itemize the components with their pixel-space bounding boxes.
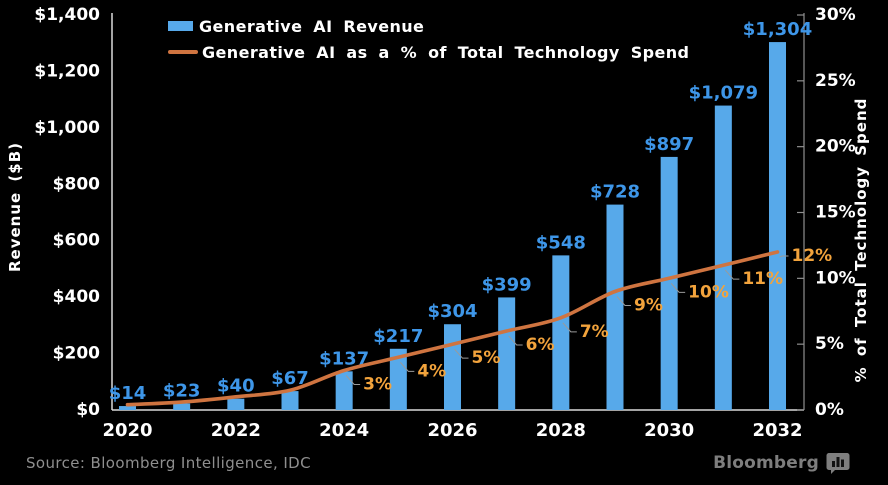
- percent-line: [125, 250, 780, 407]
- bar-2022: [227, 398, 245, 410]
- bloomberg-logo: Bloomberg: [713, 452, 850, 474]
- pct-label-connector-2031: [724, 269, 740, 280]
- bar-value-label-2029: $728: [590, 182, 640, 203]
- right-axis-tick-label: 30%: [815, 5, 856, 25]
- left-axis-tick-label: $600: [53, 231, 100, 251]
- x-axis-tick-label: 2024: [319, 420, 369, 441]
- bar-2021: [173, 403, 191, 410]
- left-axis-tick-label: $200: [53, 344, 100, 364]
- pct-label-2031: 11%: [742, 269, 783, 289]
- x-axis-tick-label: 2022: [211, 420, 261, 441]
- bar-value-label-2028: $548: [536, 232, 586, 253]
- bar-value-label-2027: $399: [482, 274, 532, 295]
- x-axis-tick-label: 2030: [644, 420, 694, 441]
- bar-value-label-2030: $897: [644, 134, 694, 155]
- pct-label-connector-2028: [562, 322, 577, 333]
- pct-label-2028: 7%: [580, 322, 609, 342]
- legend: Generative AI Revenue Generative AI as a…: [168, 13, 689, 65]
- bar-2028: [552, 255, 570, 410]
- bar-series-swatch: [168, 21, 193, 31]
- right-axis-tick-label: 0%: [815, 400, 844, 420]
- bar-2029: [606, 204, 624, 410]
- legend-label-revenue: Generative AI Revenue: [199, 16, 425, 36]
- bar-2020: [119, 406, 136, 410]
- bar-value-label-2032: $1,304: [743, 19, 812, 40]
- bar-2026: [444, 324, 461, 410]
- pct-label-connector-2026: [454, 348, 469, 359]
- pct-label-connector-2027: [508, 335, 523, 346]
- bar-2031: [714, 105, 732, 410]
- bar-value-label-2020: $14: [109, 383, 147, 404]
- x-axis-tick-label: 2020: [102, 420, 152, 441]
- x-axis-tick-label: 2028: [536, 420, 586, 441]
- left-axis-title: Revenue ($B): [6, 141, 24, 273]
- left-axis-tick-label: $1,000: [34, 118, 100, 138]
- bar-2027: [498, 297, 516, 410]
- x-axis-tick-label: 2026: [427, 420, 477, 441]
- bar-2030: [660, 156, 678, 410]
- right-axis-title: % of Total Technology Spend: [852, 97, 870, 383]
- left-axis-tick-label: $1,200: [34, 61, 100, 81]
- bar-2023: [281, 391, 299, 410]
- bloomberg-wordmark: Bloomberg: [713, 453, 819, 473]
- bar-value-label-2026: $304: [427, 301, 477, 322]
- pct-label-connector-2032: [779, 255, 789, 258]
- right-axis-tick-label: 5%: [815, 334, 844, 354]
- legend-item-percent: Generative AI as a % of Total Technology…: [168, 39, 689, 65]
- x-axis-tick-label: 2032: [752, 420, 802, 441]
- bar-value-label-2031: $1,079: [689, 83, 758, 104]
- bar-value-label-2022: $40: [217, 376, 255, 397]
- pct-label-2024: 3%: [363, 375, 392, 395]
- pct-label-connector-2024: [345, 375, 361, 385]
- source-text: Source: Bloomberg Intelligence, IDC: [26, 454, 311, 472]
- pct-label-2029: 9%: [634, 296, 663, 316]
- bar-value-label-2025: $217: [373, 326, 423, 347]
- pct-label-2032: 12%: [792, 246, 833, 266]
- bar-2032: [769, 42, 786, 410]
- legend-label-percent: Generative AI as a % of Total Technology…: [202, 42, 690, 62]
- pct-label-connector-2030: [670, 283, 686, 293]
- bar-2024: [335, 371, 353, 410]
- legend-item-revenue: Generative AI Revenue: [168, 13, 689, 39]
- left-axis-tick-label: $1,400: [34, 5, 100, 25]
- bar-value-label-2024: $137: [319, 348, 369, 369]
- bar-value-label-2023: $67: [271, 368, 309, 389]
- left-axis-tick-label: $400: [53, 287, 100, 307]
- pct-label-2030: 10%: [688, 282, 729, 302]
- right-axis-tick-label: 15%: [815, 203, 856, 223]
- left-axis-tick-label: $0: [76, 400, 100, 420]
- right-axis-tick-label: 25%: [815, 71, 856, 91]
- pct-label-2026: 5%: [472, 348, 501, 368]
- bloomberg-chart-bubble-icon: [826, 453, 850, 474]
- right-axis-tick-label: 20%: [815, 137, 856, 157]
- line-series-swatch: [168, 50, 198, 54]
- pct-label-connector-2025: [399, 362, 415, 372]
- pct-label-2027: 6%: [526, 335, 555, 355]
- left-axis-tick-label: $800: [53, 174, 100, 194]
- bar-value-label-2021: $23: [163, 381, 201, 402]
- bar-2025: [389, 348, 407, 410]
- pct-label-connector-2029: [616, 296, 631, 306]
- right-axis-tick-label: 10%: [815, 268, 856, 288]
- pct-label-2025: 4%: [417, 361, 446, 381]
